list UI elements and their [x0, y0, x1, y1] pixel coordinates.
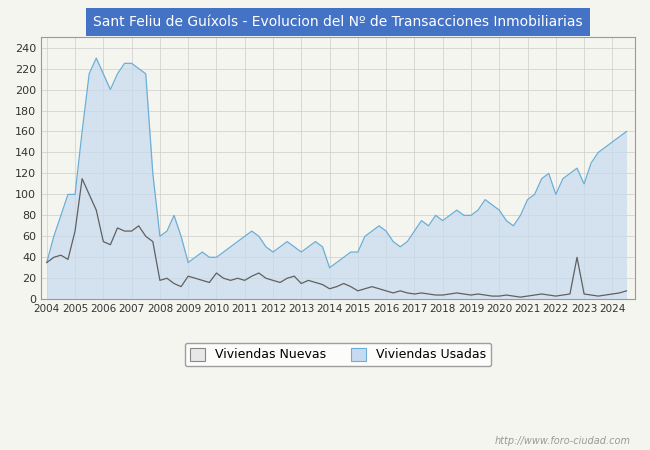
Text: http://www.foro-ciudad.com: http://www.foro-ciudad.com — [495, 436, 630, 446]
Legend: Viviendas Nuevas, Viviendas Usadas: Viviendas Nuevas, Viviendas Usadas — [185, 343, 491, 366]
Title: Sant Feliu de Guíxols - Evolucion del Nº de Transacciones Inmobiliarias: Sant Feliu de Guíxols - Evolucion del Nº… — [93, 15, 583, 29]
